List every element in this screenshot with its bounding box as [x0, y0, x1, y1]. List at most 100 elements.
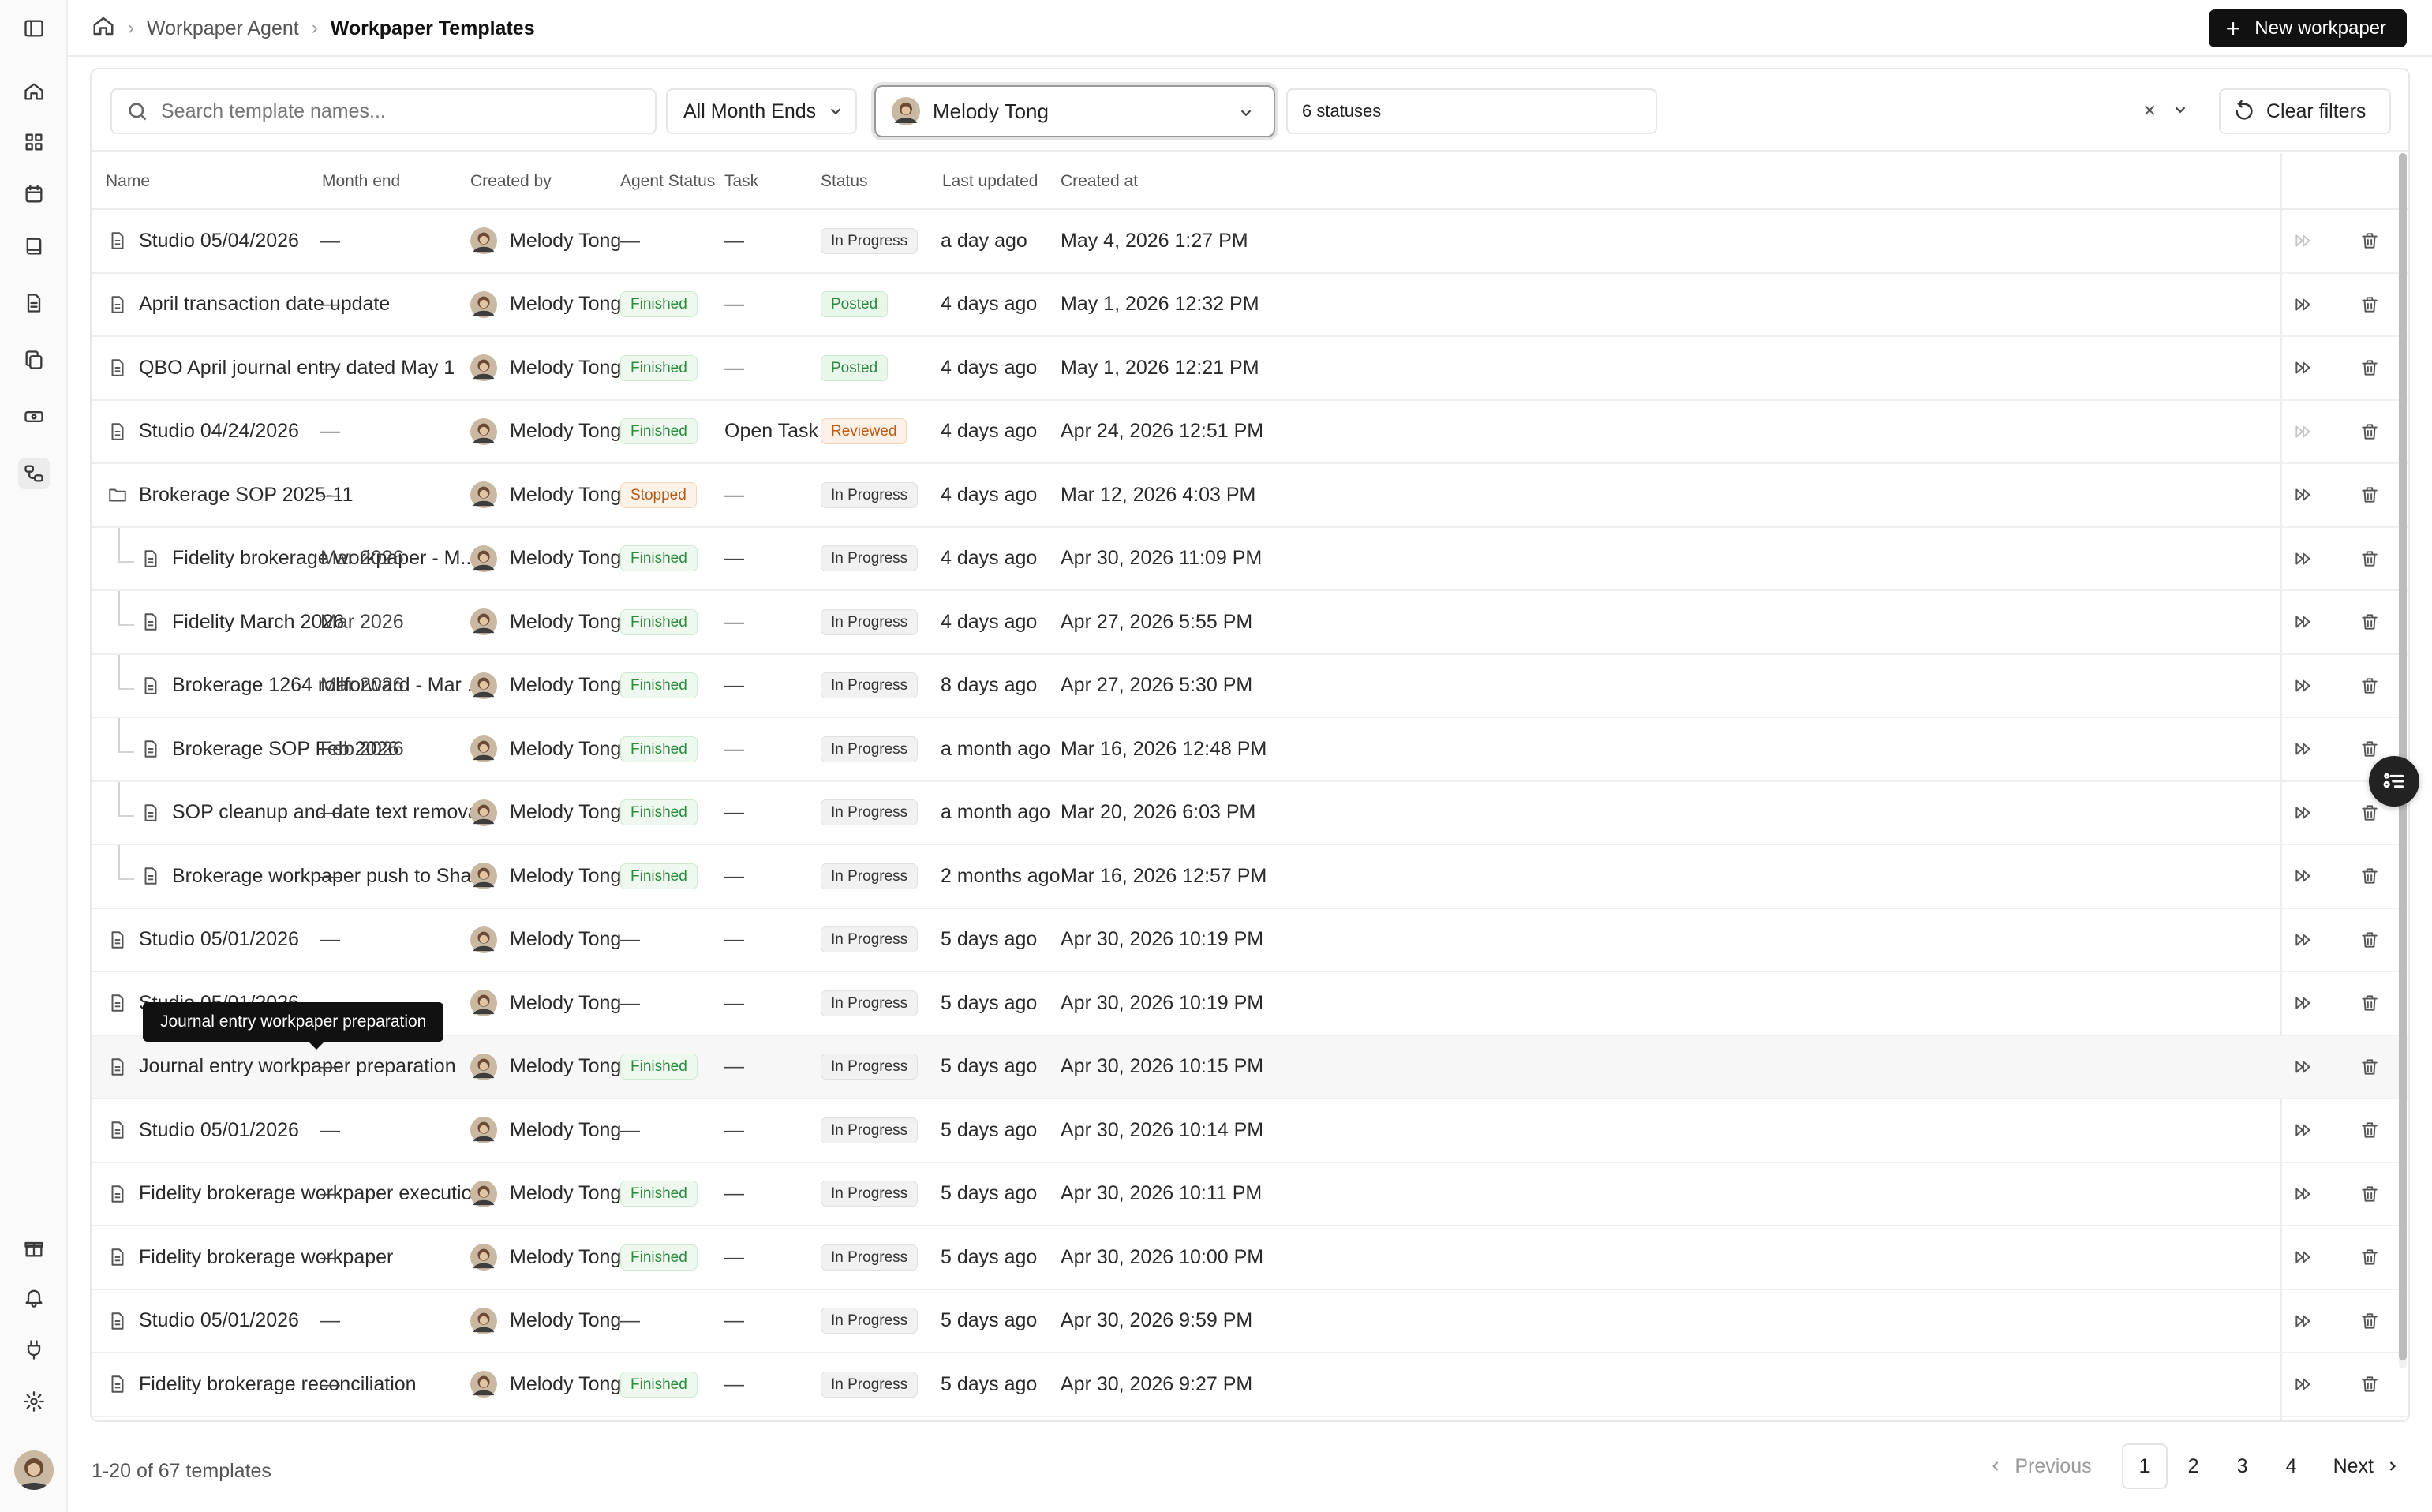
run-agent-button[interactable] [2293, 337, 2314, 399]
table-row[interactable]: Fidelity brokerage workpaper - M... Mar 2… [92, 527, 2408, 591]
row-name[interactable]: Fidelity brokerage reconciliation [107, 1353, 417, 1415]
column-header-last-updated[interactable]: Last updated [942, 172, 1038, 190]
table-row[interactable]: Studio 04/24/2026 — Melody Tong Finished Ope… [92, 401, 2408, 464]
delete-button[interactable] [2359, 1226, 2380, 1288]
table-row[interactable]: Brokerage workpaper push to Shar... — Melo… [92, 845, 2408, 909]
created-by-select[interactable]: Melody Tong [874, 85, 1275, 137]
column-header-task[interactable]: Task [724, 172, 759, 190]
run-agent-button[interactable] [2293, 718, 2314, 780]
row-name[interactable]: April transaction date update [107, 274, 390, 335]
sidebar-toggle-icon[interactable] [18, 13, 50, 44]
delete-button[interactable] [2359, 1099, 2380, 1161]
table-row[interactable]: Studio 05/01/2026—Melody Tong——In Progre… [92, 1290, 2408, 1353]
table-row[interactable]: Fidelity brokerage workpaper — Melody Tong… [92, 1226, 2408, 1290]
breadcrumb-parent[interactable]: Workpaper Agent [147, 17, 299, 39]
row-name[interactable]: Brokerage 1264 rollforward - Mar ... [140, 655, 484, 717]
table-row[interactable]: April transaction date update — Melody Ton… [92, 274, 2408, 337]
table-row[interactable]: Studio 05/01/2026—Melody Tong——In Progre… [92, 909, 2408, 972]
gift-icon[interactable] [18, 1233, 50, 1264]
delete-button[interactable] [2359, 210, 2380, 271]
column-header-created-by[interactable]: Created by [470, 172, 552, 190]
clear-filters-button[interactable]: Clear filters [2219, 88, 2391, 134]
delete-button[interactable] [2359, 655, 2380, 717]
search-field[interactable] [110, 88, 657, 134]
row-name[interactable]: SOP cleanup and date text removal [140, 782, 483, 844]
month-end-select[interactable]: All Month Ends [666, 88, 857, 134]
table-row[interactable]: Fidelity brokerage workpaper execution — M… [92, 1163, 2408, 1226]
next-page-button[interactable]: Next [2333, 1455, 2400, 1478]
book-icon[interactable] [18, 230, 50, 262]
gear-icon[interactable] [18, 1386, 50, 1417]
run-agent-button[interactable] [2293, 1353, 2314, 1415]
delete-button[interactable] [2359, 845, 2380, 907]
chevron-down-icon[interactable] [2172, 101, 2189, 118]
row-name[interactable]: Fidelity brokerage workpaper [107, 1226, 393, 1288]
run-agent-button[interactable] [2293, 274, 2314, 335]
status-select[interactable]: 6 statuses [1286, 88, 1657, 134]
table-row[interactable]: QBO April journal entry dated May 1— Melo… [92, 337, 2408, 401]
row-name[interactable]: Journal entry workpaper preparation [107, 1036, 456, 1098]
table-row[interactable]: Fidelity March 2026 Mar 2026 Melody Tong Fi… [92, 591, 2408, 655]
delete-button[interactable] [2359, 1036, 2380, 1098]
user-avatar[interactable] [14, 1450, 54, 1490]
run-agent-button[interactable] [2293, 655, 2314, 717]
table-row[interactable]: Brokerage SOP 2025-11— Melody Tong Stopped… [92, 464, 2408, 528]
filter-list-fab[interactable] [2369, 756, 2419, 807]
calendar-icon[interactable] [18, 178, 50, 210]
run-agent-button[interactable] [2293, 1099, 2314, 1161]
run-agent-button[interactable] [2293, 401, 2314, 462]
run-agent-button[interactable] [2293, 845, 2314, 907]
workflow-icon[interactable] [18, 458, 50, 489]
row-name[interactable]: Studio 05/01/2026 [107, 1099, 299, 1161]
clear-selection-icon[interactable]: × [2143, 98, 2157, 122]
delete-button[interactable] [2359, 972, 2380, 1034]
row-name[interactable]: Studio 05/01/2026 [107, 909, 299, 971]
delete-button[interactable] [2359, 401, 2380, 462]
column-header-month-end[interactable]: Month end [322, 172, 401, 190]
previous-page-button[interactable]: Previous [1988, 1455, 2092, 1478]
delete-button[interactable] [2359, 782, 2380, 844]
run-agent-button[interactable] [2293, 591, 2314, 653]
row-name[interactable]: Studio 05/01/2026 [107, 1290, 299, 1352]
run-agent-button[interactable] [2293, 1290, 2314, 1352]
delete-button[interactable] [2359, 1353, 2380, 1415]
run-agent-button[interactable] [2293, 909, 2314, 971]
row-name[interactable]: Studio 05/04/2026 [107, 210, 299, 271]
delete-button[interactable] [2359, 909, 2380, 971]
delete-button[interactable] [2359, 528, 2380, 589]
run-agent-button[interactable] [2293, 210, 2314, 271]
open-task-link[interactable]: Open Task [724, 401, 844, 462]
run-agent-button[interactable] [2293, 1163, 2314, 1225]
run-agent-button[interactable] [2293, 1226, 2314, 1288]
table-row[interactable]: Brokerage 1264 rollforward - Mar ... Mar … [92, 654, 2408, 718]
home-icon[interactable] [92, 14, 115, 43]
run-agent-button[interactable] [2293, 972, 2314, 1034]
column-header-name[interactable]: Name [106, 172, 151, 190]
table-row[interactable]: Brokerage SOP Feb 2026 Feb 2026 Melody Ton… [92, 718, 2408, 782]
row-name[interactable]: Brokerage workpaper push to Shar... [140, 845, 493, 907]
page-2-button[interactable]: 2 [2187, 1454, 2199, 1477]
row-name[interactable]: Brokerage SOP Feb 2026 [140, 718, 398, 780]
delete-button[interactable] [2359, 337, 2380, 399]
row-name[interactable]: QBO April journal entry dated May 1 [107, 337, 455, 399]
table-row[interactable]: SOP cleanup and date text removal — Melody… [92, 781, 2408, 845]
table-row[interactable]: Fidelity brokerage reconciliation — Melody… [92, 1353, 2408, 1417]
run-agent-button[interactable] [2293, 1036, 2314, 1098]
column-header-agent-status[interactable]: Agent Status [620, 172, 716, 190]
table-row[interactable]: Journal entry workpaper preparation — Melo… [92, 1035, 2408, 1099]
search-input[interactable] [161, 99, 634, 123]
delete-button[interactable] [2359, 464, 2380, 526]
new-workpaper-button[interactable]: + New workpaper [2208, 9, 2407, 47]
row-name[interactable]: Fidelity brokerage workpaper execution [107, 1163, 483, 1225]
delete-button[interactable] [2359, 1163, 2380, 1225]
row-name[interactable]: Fidelity brokerage workpaper - M... [140, 528, 477, 589]
page-4-button[interactable]: 4 [2285, 1454, 2297, 1477]
run-agent-button[interactable] [2293, 782, 2314, 844]
home-icon[interactable] [18, 76, 50, 107]
run-agent-button[interactable] [2293, 464, 2314, 526]
row-name[interactable]: Brokerage SOP 2025-11 [107, 464, 353, 526]
delete-button[interactable] [2359, 718, 2380, 780]
column-header-status[interactable]: Status [821, 172, 868, 190]
column-header-created-at[interactable]: Created at [1061, 172, 1139, 190]
page-1-button[interactable]: 1 [2121, 1443, 2168, 1489]
